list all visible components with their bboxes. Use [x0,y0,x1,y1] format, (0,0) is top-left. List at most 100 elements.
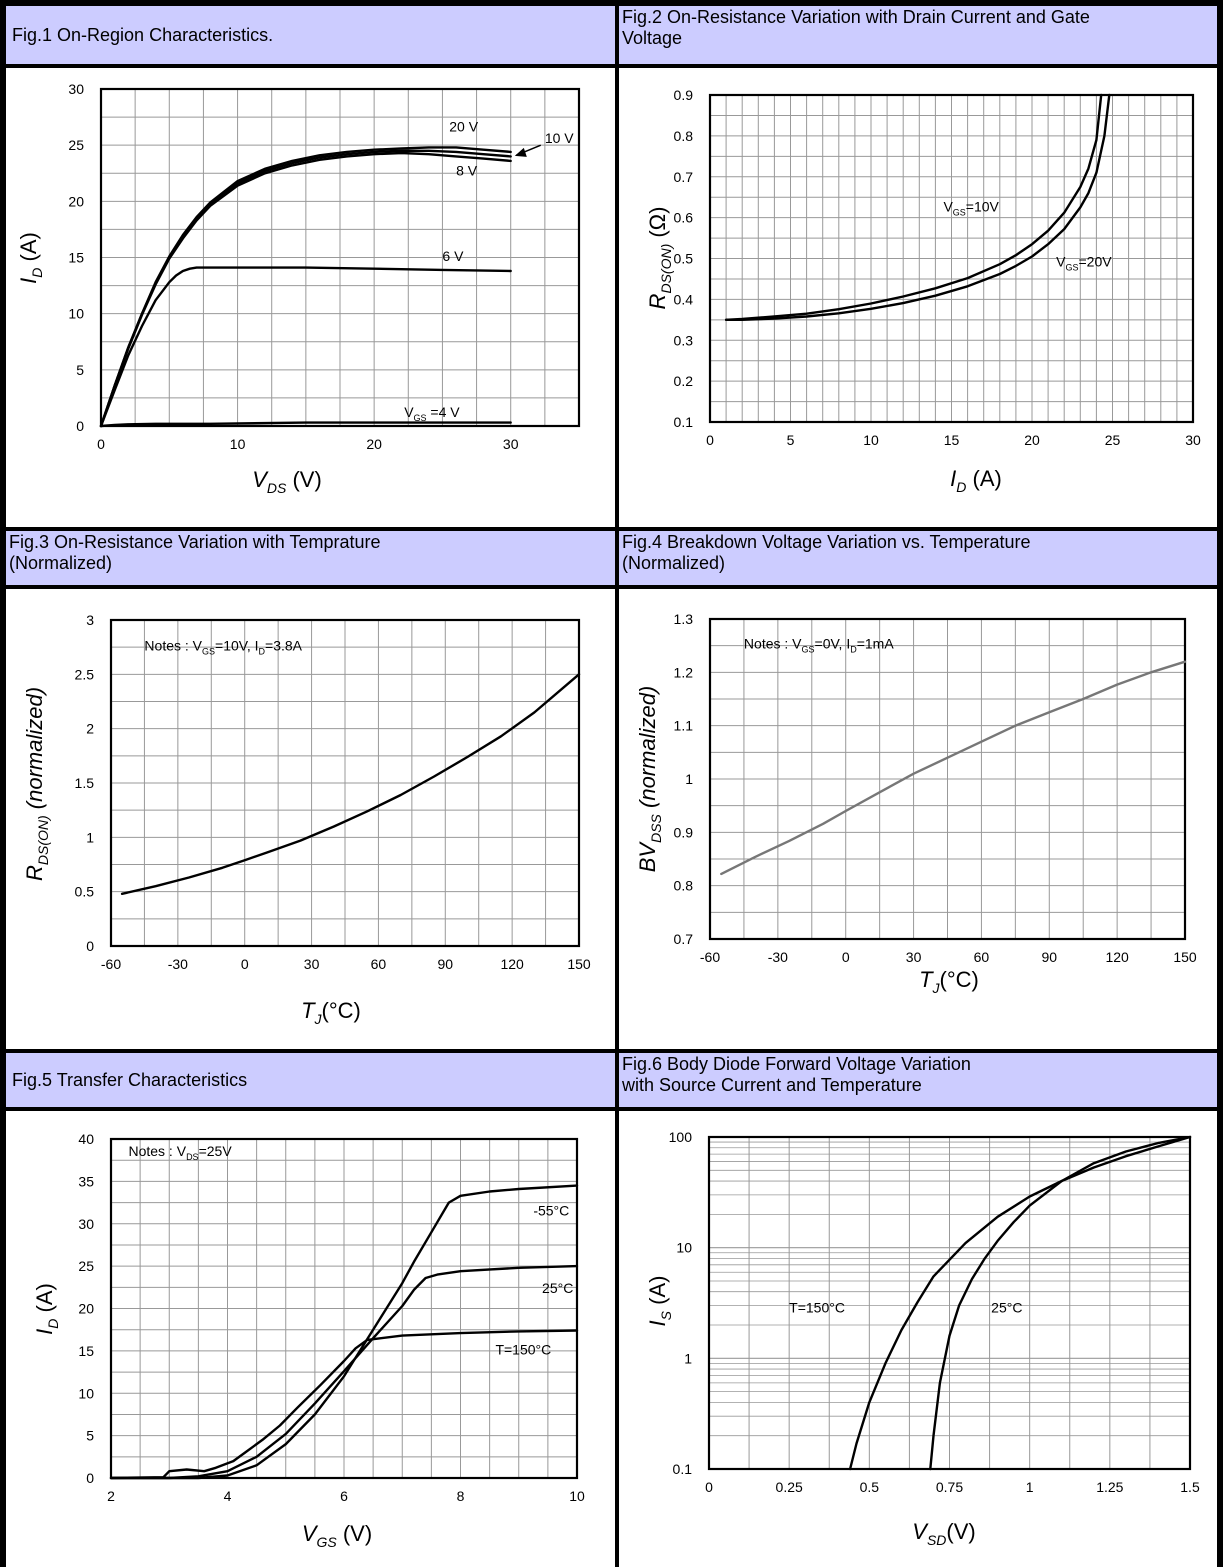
y-tick-label: 1 [685,771,693,787]
x-tick-label: 120 [500,956,524,972]
y-tick-label: 0 [76,418,84,434]
x-tick-label: 30 [304,956,320,972]
plot-frame [707,1135,1192,1471]
y-tick-label: 15 [68,250,84,266]
x-tick-label: 0 [706,432,714,448]
y-tick-label: 5 [76,362,84,378]
fig3-chart: -60 -30 0 30 60 90 120 150 0 0.5 1 1.5 2 2.5 3 TJ(°C) RD… [22,612,591,1027]
plot-frame [708,617,1187,941]
y-tick-label: 30 [78,1216,94,1232]
x-tick-label: -60 [700,949,720,965]
series-line-4 [99,266,512,428]
x-tick-label: 90 [437,956,453,972]
y-tick-label: 10 [68,306,84,322]
series-line-1 [724,93,1103,322]
x-tick-label: -30 [168,956,188,972]
x-tick-label: 2 [107,1488,115,1504]
series-line-1 [109,1184,579,1480]
fig4-header: Fig.4 Breakdown Voltage Variation vs. Te… [619,531,1217,585]
frame-center [615,0,619,1567]
x-tick-label: 30 [503,436,519,452]
annotation: Notes : VGS=0V, ID=1mA [744,635,894,654]
x-tick-label: 20 [366,436,382,452]
grid [710,95,1193,422]
y-tick-label: 0.9 [674,824,694,840]
grid [101,89,579,426]
x-tick-label: 0 [842,949,850,965]
annotation: T=150°C [789,1299,845,1315]
grid [709,1137,1190,1469]
series-line-3 [109,1329,579,1480]
annotation: 6 V [442,248,464,264]
x-tick-label: 90 [1041,949,1057,965]
x-tick-label: 1.5 [1180,1479,1200,1495]
y-tick-label: 0.6 [674,210,694,226]
annotation: -55°C [533,1202,569,1218]
y-tick-label: 0.7 [674,169,694,185]
x-axis-label: TJ(°C) [919,967,979,996]
series-line-2 [929,1135,1192,1471]
fig3-header: Fig.3 On-Resistance Variation with Tempr… [6,531,615,585]
annotation: 25°C [991,1299,1022,1315]
rule-row3-top [0,1049,1223,1053]
series-line-1 [848,1135,1192,1471]
x-tick-label: 150 [567,956,591,972]
x-tick-label: 1.25 [1096,1479,1123,1495]
x-tick-label: 20 [1024,432,1040,448]
x-tick-label: -60 [101,956,121,972]
frame-right [1217,0,1223,1567]
plot-frame [109,1137,579,1480]
y-tick-label: 25 [68,137,84,153]
y-tick-label: 5 [86,1428,94,1444]
x-tick-label: 5 [787,432,795,448]
fig6-chart: 0 0.25 0.5 0.75 1 1.25 1.5 0.1 1 10 100 VSD(V) IS (A… [645,1129,1200,1548]
x-tick-label: 0 [97,436,105,452]
series-line-2 [109,1264,579,1480]
y-tick-label: 0 [86,938,94,954]
fig1-header: Fig.1 On-Region Characteristics. [6,6,615,64]
x-tick-label: 10 [863,432,879,448]
y-axis-label: ID (A) [16,232,45,284]
y-tick-label: 20 [78,1301,94,1317]
x-tick-label: 15 [944,432,960,448]
y-axis-label: BVDSS (normalized) [635,686,664,873]
x-tick-label: 10 [230,436,246,452]
annotation: VGS=10V [943,198,999,217]
grid [710,619,1185,939]
x-tick-label: 0.75 [936,1479,963,1495]
fig5-chart: 2 4 6 8 10 0 5 10 15 20 25 30 35 40 VGS (V) ID (A) Notes… [32,1131,585,1550]
fig1-title: Fig.1 On-Region Characteristics. [12,25,274,45]
y-axis-label: ID (A) [32,1283,61,1335]
series-line-1 [120,673,581,895]
y-tick-label: 35 [78,1173,94,1189]
y-tick-label: 0.5 [674,251,694,267]
fig2-header: Fig.2 On-Resistance Variation with Drain… [619,6,1217,64]
annotation: VGS =4 V [404,404,460,423]
fig6-header: Fig.6 Body Diode Forward Voltage Variati… [619,1053,1217,1107]
x-tick-label: 1 [1026,1479,1034,1495]
annotation: Notes : VDS=25V [128,1143,232,1162]
y-axis-label: IS (A) [645,1276,674,1327]
y-tick-label: 0.5 [75,884,95,900]
x-axis-label: VDS (V) [252,467,322,496]
y-axis-label: RDS(ON) (normalized) [22,687,51,881]
x-tick-label: 0.5 [860,1479,880,1495]
y-tick-label: 1.5 [75,775,95,791]
annotation: 8 V [456,162,478,178]
annotation: 10 V [545,130,574,146]
y-tick-label: 20 [68,193,84,209]
frame-left [0,0,6,1567]
plot-frame [708,93,1195,424]
y-tick-label: 0.9 [674,87,694,103]
annotation: 25°C [542,1280,573,1296]
y-tick-label: 0.4 [674,291,694,307]
rule-row1-header [0,64,1223,68]
y-tick-label: 40 [78,1131,94,1147]
rule-row2-header [0,585,1223,589]
x-axis-label: ID (A) [950,466,1002,495]
y-tick-label: 1.3 [674,611,694,627]
x-tick-label: 60 [974,949,990,965]
fig3-title-line2: (Normalized) [9,553,113,573]
y-tick-label: 0.8 [674,878,694,894]
fig4-title-line1: Fig.4 Breakdown Voltage Variation vs. Te… [622,532,1031,552]
